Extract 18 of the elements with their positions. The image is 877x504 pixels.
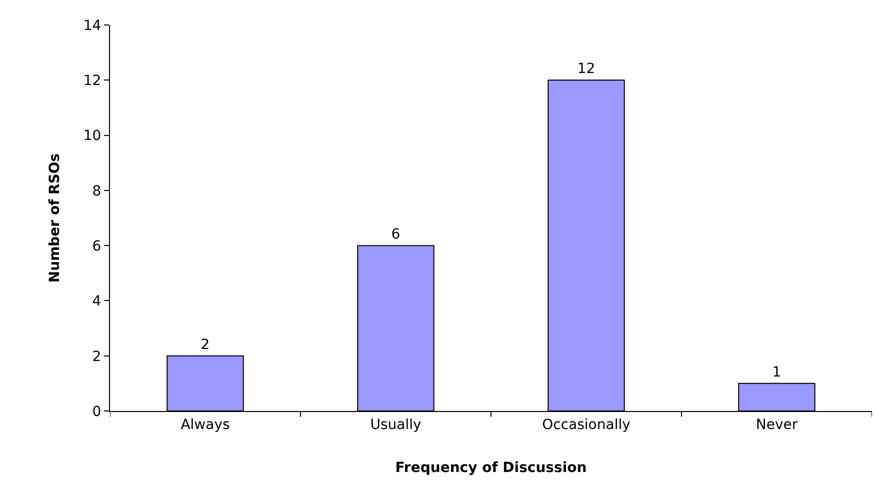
- x-tick-label: Usually: [370, 416, 422, 433]
- y-tick-label: 12: [83, 73, 102, 90]
- y-tick-label: 6: [92, 238, 102, 254]
- y-tick-label: 4: [92, 294, 102, 310]
- data-label: 2: [200, 336, 210, 353]
- y-tick-label: 0: [92, 404, 102, 420]
- data-label: 12: [577, 61, 596, 78]
- y-tick-label: 10: [83, 128, 102, 144]
- x-axis-title: Frequency of Discussion: [395, 460, 587, 476]
- x-tick-label: Occasionally: [542, 416, 630, 433]
- x-tick-label: Never: [756, 416, 798, 433]
- y-tick-label: 8: [92, 183, 102, 200]
- y-tick-label: 14: [83, 18, 102, 34]
- data-label: 1: [772, 364, 782, 380]
- x-tick-label: Always: [180, 416, 230, 433]
- data-label: 6: [391, 226, 400, 243]
- y-tick-label: 2: [92, 348, 102, 365]
- y-axis-title: Number of RSOs: [46, 153, 63, 283]
